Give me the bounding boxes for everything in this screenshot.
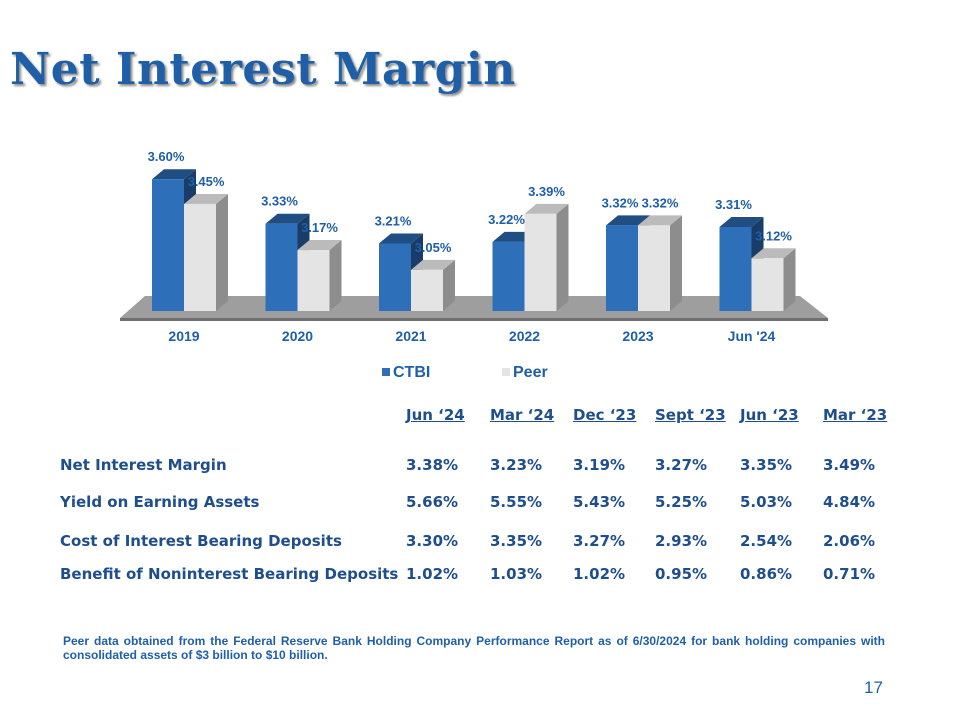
table-cell: 3.30% (406, 532, 459, 550)
bar-side (556, 203, 569, 311)
row-label: Cost of Interest Bearing Deposits (60, 532, 342, 550)
page-number: 17 (864, 678, 883, 697)
data-label: 3.31% (715, 197, 752, 212)
column-header: Mar ‘24 (490, 406, 555, 424)
bar-peer (638, 225, 670, 311)
column-header: Jun ‘24 (406, 406, 465, 424)
data-label: 3.22% (488, 212, 525, 227)
table-cell: 0.95% (655, 565, 708, 583)
data-label: 3.17% (301, 220, 338, 235)
bar-peer (184, 203, 216, 311)
data-label: 3.32% (642, 195, 679, 210)
table-cell: 5.03% (740, 493, 793, 511)
bar-top (719, 217, 764, 227)
table-row: Net Interest Margin 3.38% 3.23% 3.19% 3.… (60, 448, 893, 482)
table-cell: 1.02% (406, 565, 459, 583)
bar-top (152, 169, 196, 180)
metrics-header-row: Jun ‘24 Mar ‘24 Dec ‘23 Sept ‘23 Jun ‘23… (60, 406, 893, 448)
data-label: 3.05% (415, 240, 452, 255)
bar-ctbi (265, 223, 298, 311)
bar-top (751, 248, 796, 259)
bar-side (216, 193, 228, 311)
bar-top (524, 203, 569, 214)
bar-top (606, 215, 650, 226)
bar-top (265, 213, 310, 224)
bar-top (379, 233, 423, 244)
metrics-table: Jun ‘24 Mar ‘24 Dec ‘23 Sept ‘23 Jun ‘23… (60, 406, 893, 588)
data-label: 3.12% (755, 228, 792, 243)
table-cell: 5.66% (406, 493, 459, 511)
data-label: 3.60% (148, 149, 185, 164)
row-label: Yield on Earning Assets (60, 493, 260, 511)
table-cell: 2.93% (655, 532, 708, 550)
bar-ctbi (152, 179, 184, 311)
legend-swatch (382, 368, 390, 376)
table-cell: 5.43% (573, 493, 626, 511)
table-cell: 5.55% (490, 493, 543, 511)
bar-ctbi (379, 243, 411, 311)
row-label: Net Interest Margin (60, 456, 227, 474)
table-cell: 3.23% (490, 456, 543, 474)
legend-label: Peer (513, 364, 548, 381)
table-row: Benefit of Noninterest Bearing Deposits … (60, 560, 893, 588)
header-blank (60, 406, 406, 448)
x-tick-label: Jun '24 (728, 328, 776, 344)
legend-label: CTBI (393, 364, 430, 381)
column-header: Sept ‘23 (655, 406, 726, 424)
bar-ctbi (492, 241, 525, 311)
column-header: Mar ‘23 (823, 406, 888, 424)
bar-top (297, 240, 342, 251)
table-cell: 1.03% (490, 565, 543, 583)
bar-side (329, 240, 342, 311)
table-cell: 3.35% (740, 456, 793, 474)
bar-ctbi (719, 227, 752, 311)
footnote: Peer data obtained from the Federal Rese… (63, 634, 885, 662)
data-label: 3.39% (528, 184, 565, 199)
table-cell: 0.86% (740, 565, 793, 583)
table-cell: 3.19% (573, 456, 626, 474)
table-cell: 3.27% (573, 532, 626, 550)
bar-top (411, 259, 455, 270)
chart-floor-edge (120, 318, 828, 321)
table-cell: 1.02% (573, 565, 626, 583)
table-cell: 2.06% (823, 532, 876, 550)
x-tick-label: 2022 (509, 328, 540, 344)
table-row: Yield on Earning Assets 5.66% 5.55% 5.43… (60, 482, 893, 522)
x-tick-label: 2020 (282, 328, 313, 344)
column-header: Jun ‘23 (740, 406, 799, 424)
table-cell: 3.35% (490, 532, 543, 550)
data-label: 3.21% (375, 213, 412, 228)
bar-peer (297, 250, 330, 311)
bar-side (443, 259, 455, 311)
bar-side (783, 248, 796, 311)
table-row: Cost of Interest Bearing Deposits 3.30% … (60, 522, 893, 560)
bar-peer (524, 213, 557, 311)
x-tick-label: 2019 (168, 328, 199, 344)
bar-peer (411, 269, 443, 311)
x-tick-label: 2021 (395, 328, 426, 344)
data-label: 3.45% (188, 174, 225, 189)
data-label: 3.32% (602, 195, 639, 210)
table-cell: 3.38% (406, 456, 459, 474)
slide-title: Net Interest Margin (10, 44, 516, 95)
table-cell: 3.49% (823, 456, 876, 474)
table-cell: 2.54% (740, 532, 793, 550)
table-cell: 0.71% (823, 565, 876, 583)
column-header: Dec ‘23 (573, 406, 637, 424)
bar-top (638, 215, 682, 226)
table-cell: 5.25% (655, 493, 708, 511)
bar-side (670, 215, 682, 311)
bar-peer (751, 258, 784, 311)
nim-bar-chart: 3.60%3.45% 2019 3.33%3.17% 2020 3.21%3.05% 20… (120, 149, 828, 381)
table-cell: 4.84% (823, 493, 876, 511)
x-tick-label: 2023 (622, 328, 653, 344)
legend-swatch (502, 368, 510, 376)
table-cell: 3.27% (655, 456, 708, 474)
bar-ctbi (606, 225, 638, 311)
data-label: 3.33% (261, 194, 298, 209)
bar-top (184, 193, 228, 204)
row-label: Benefit of Noninterest Bearing Deposits (60, 565, 399, 583)
